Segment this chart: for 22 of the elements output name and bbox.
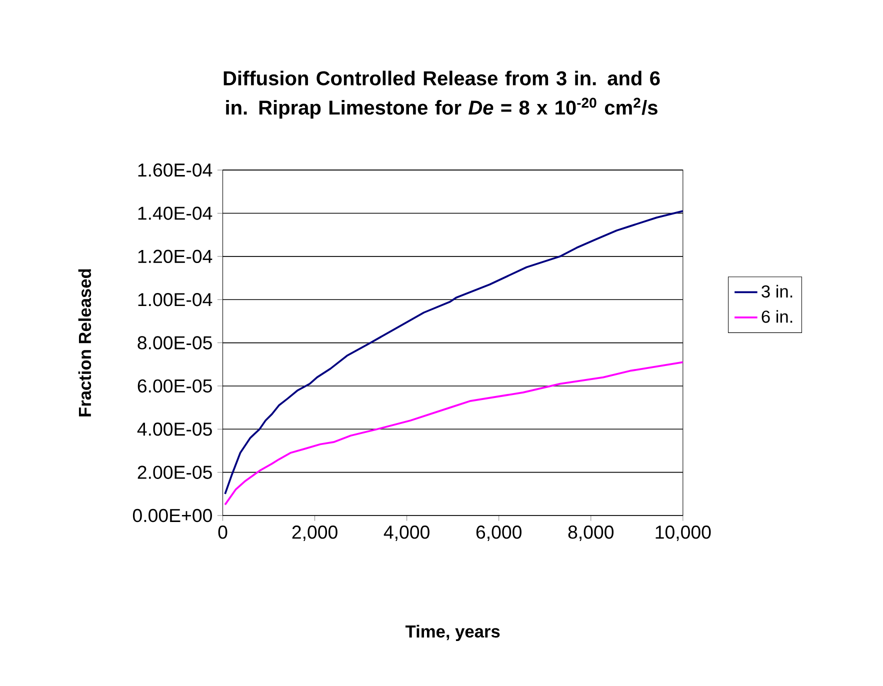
y-tick-label: 8.00E-05 xyxy=(138,336,212,350)
legend-label: 6 in. xyxy=(762,310,792,324)
x-tick-label: 6,000 xyxy=(476,526,522,542)
line-series xyxy=(224,210,683,496)
y-tick-label: 6.00E-05 xyxy=(138,380,212,393)
y-axis-title: Fraction Released xyxy=(78,269,92,417)
x-tick-label: 2,000 xyxy=(292,526,338,542)
x-tick-label: 0 xyxy=(218,526,228,539)
y-tick-label: 2.00E-05 xyxy=(138,466,212,480)
y-tick-label: 0.00E+00 xyxy=(132,509,212,522)
y-tick-label: 1.20E-04 xyxy=(138,250,212,264)
x-tick-label: 10,000 xyxy=(656,526,711,542)
y-tick-label: 4.00E-05 xyxy=(137,422,212,436)
chart-title: Diffusion Controlled Release from 3 in. and 6 in. Riprap Limestone for De = 8 x 10$^{-20}$ cm$^{2}$/s xyxy=(224,70,660,119)
legend-label: 3 in. xyxy=(762,285,792,298)
line-series xyxy=(224,361,683,506)
x-axis-title: Time, years xyxy=(405,625,500,642)
y-tick-label: 1.00E-04 xyxy=(138,293,212,306)
x-tick-label: 4,000 xyxy=(384,526,430,542)
y-tick-label: 1.60E-04 xyxy=(138,164,212,177)
y-tick-label: 1.40E-04 xyxy=(138,206,212,220)
x-tick-label: 8,000 xyxy=(568,526,614,542)
